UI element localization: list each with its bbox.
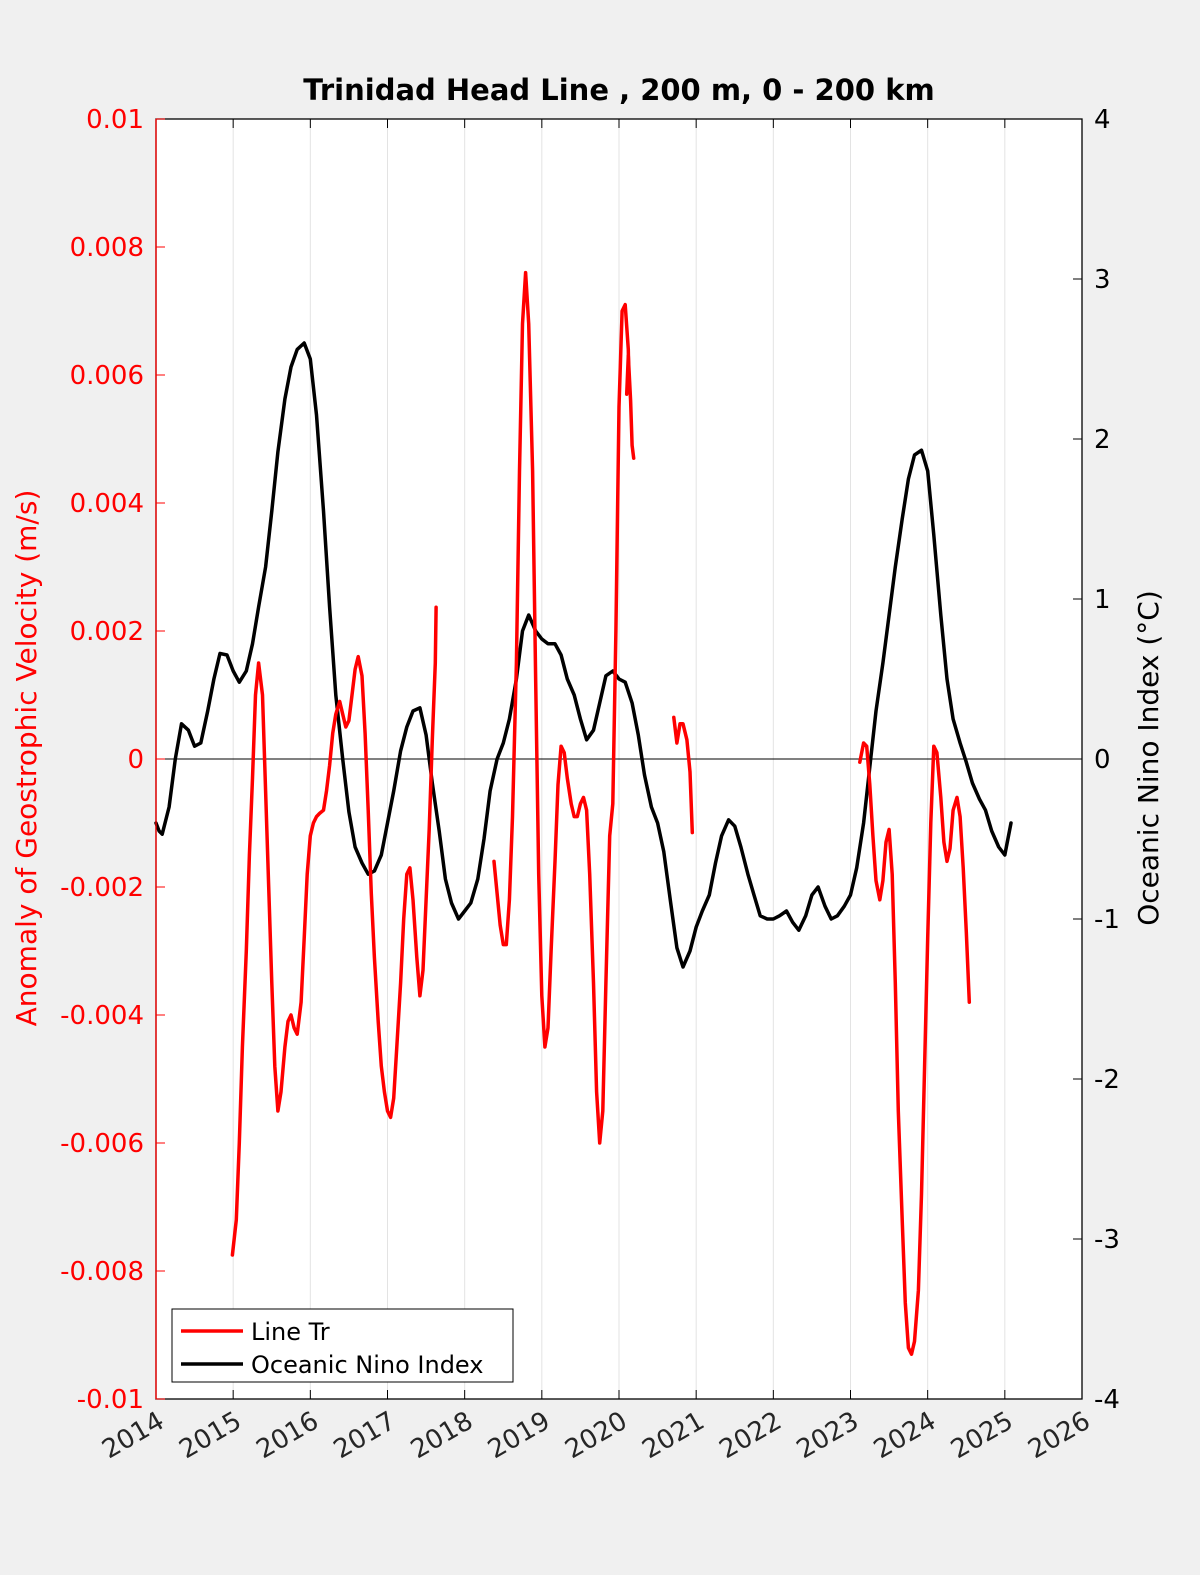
- y-right-tick-label: -4: [1094, 1385, 1120, 1415]
- y-right-tick-label: 1: [1094, 585, 1111, 615]
- y-right-tick-label: 0: [1094, 745, 1111, 775]
- series-line-oni: [154, 341, 1013, 969]
- y-right-tick-label: -3: [1094, 1225, 1120, 1255]
- series-layer: [154, 270, 1013, 1356]
- legend-label-oni: Oceanic Nino Index: [251, 1351, 483, 1379]
- y-left-tick-label: -0.002: [60, 873, 144, 903]
- series-line-line-tr: [492, 270, 631, 1145]
- y-axis-right: -4 -3 -2 -1 0 1 2 3 4: [1073, 105, 1120, 1415]
- y-left-tick-label: -0.004: [60, 1001, 144, 1031]
- y-right-tick-label: 3: [1094, 265, 1111, 295]
- legend: Line Tr Oceanic Nino Index: [171, 1308, 514, 1383]
- series-line-line-tr: [230, 605, 438, 1257]
- y-axis-left: -0.01 -0.008 -0.006 -0.004 -0.002 0 0.002 0.004…: [60, 105, 165, 1415]
- chart-title: Trinidad Head Line , 200 m, 0 - 200 km: [303, 73, 934, 107]
- y-left-tick-label: -0.006: [60, 1129, 144, 1159]
- y-axis-right-label: Oceanic Nino Index (°C): [1132, 590, 1165, 926]
- series-line-line-tr: [624, 354, 636, 460]
- y-left-tick-label: 0.006: [70, 361, 144, 391]
- y-left-tick-label: 0: [127, 745, 144, 775]
- series-line-line-tr: [858, 741, 972, 1356]
- y-left-tick-label: -0.01: [77, 1385, 144, 1415]
- y-axis-left-label: Anomaly of Geostrophic Velocity (m/s): [10, 490, 43, 1027]
- y-right-tick-label: 2: [1094, 425, 1111, 455]
- y-left-tick-label: -0.008: [60, 1257, 144, 1287]
- y-left-tick-label: 0.004: [70, 489, 144, 519]
- y-left-tick-label: 0.008: [70, 233, 144, 263]
- legend-box: [171, 1308, 514, 1383]
- y-left-tick-label: 0.01: [86, 105, 144, 135]
- series-line-line-tr: [672, 715, 695, 835]
- y-left-tick-label: 0.002: [70, 617, 144, 647]
- y-right-tick-label: -2: [1094, 1065, 1120, 1095]
- y-right-tick-label: 4: [1094, 105, 1111, 135]
- y-right-tick-label: -1: [1094, 905, 1120, 935]
- legend-label-line-tr: Line Tr: [251, 1318, 330, 1346]
